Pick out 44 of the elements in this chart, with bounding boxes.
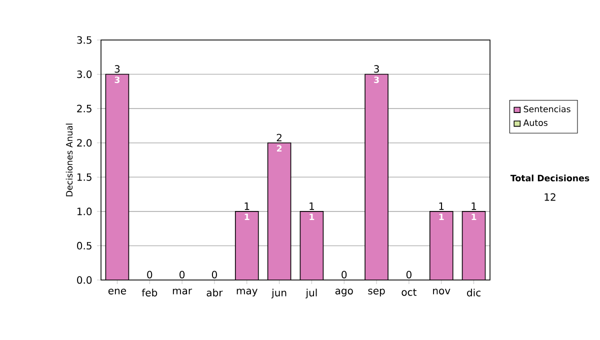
total-label: 0 [212, 270, 217, 278]
y-tick-label: 2.5 [77, 104, 92, 112]
x-tick-label: nov [433, 288, 450, 294]
x-tick-label: ago [335, 288, 353, 296]
x-tick-label: dic [467, 288, 480, 296]
total-label: 1 [439, 202, 444, 210]
y-tick-label: 0.5 [77, 242, 92, 250]
x-tick-label: feb [142, 288, 158, 296]
text: Total Decisiones [510, 174, 590, 182]
data-label: 1 [472, 214, 476, 220]
x-tick-label: oct [402, 288, 416, 296]
total-label: 0 [406, 270, 412, 278]
x-tick-label: jul [306, 288, 317, 298]
data-label: 1 [439, 214, 444, 220]
x-tick-label: may [236, 288, 258, 296]
y-tick-label: 3.0 [77, 70, 92, 78]
total-label: 1 [310, 202, 314, 210]
x-tick-label: sep [368, 288, 385, 296]
total-label: 1 [244, 202, 250, 210]
x-tick-label: mar [172, 288, 192, 294]
text: 12 [544, 193, 556, 201]
total-label: 0 [147, 270, 152, 278]
data-label: 2 [276, 145, 282, 152]
total-label: 2 [276, 134, 282, 142]
total-label: 0 [180, 270, 185, 278]
y-tick-label: 1.0 [77, 208, 92, 216]
y-tick-label: 2.0 [77, 139, 92, 147]
data-label: 3 [114, 76, 120, 84]
total-label: 3 [114, 65, 120, 73]
total-label: 1 [472, 202, 476, 210]
x-tick-label: ene [108, 288, 126, 294]
y-tick-label: 0.0 [77, 276, 92, 284]
data-label: 1 [310, 214, 314, 220]
legend-label: Autos [523, 120, 548, 126]
data-label: 1 [244, 214, 250, 220]
y-tick-label: 1.5 [77, 173, 92, 181]
total-label: 3 [374, 65, 379, 73]
total-label: 0 [342, 270, 347, 278]
y-axis-title: Decisiones Anual [66, 124, 73, 196]
data-label: 3 [374, 76, 379, 84]
x-tick-label: jun [271, 288, 286, 298]
x-tick-label: abr [206, 288, 223, 296]
y-tick-label: 3.5 [77, 36, 92, 44]
legend-label: Sentencias [524, 106, 570, 112]
